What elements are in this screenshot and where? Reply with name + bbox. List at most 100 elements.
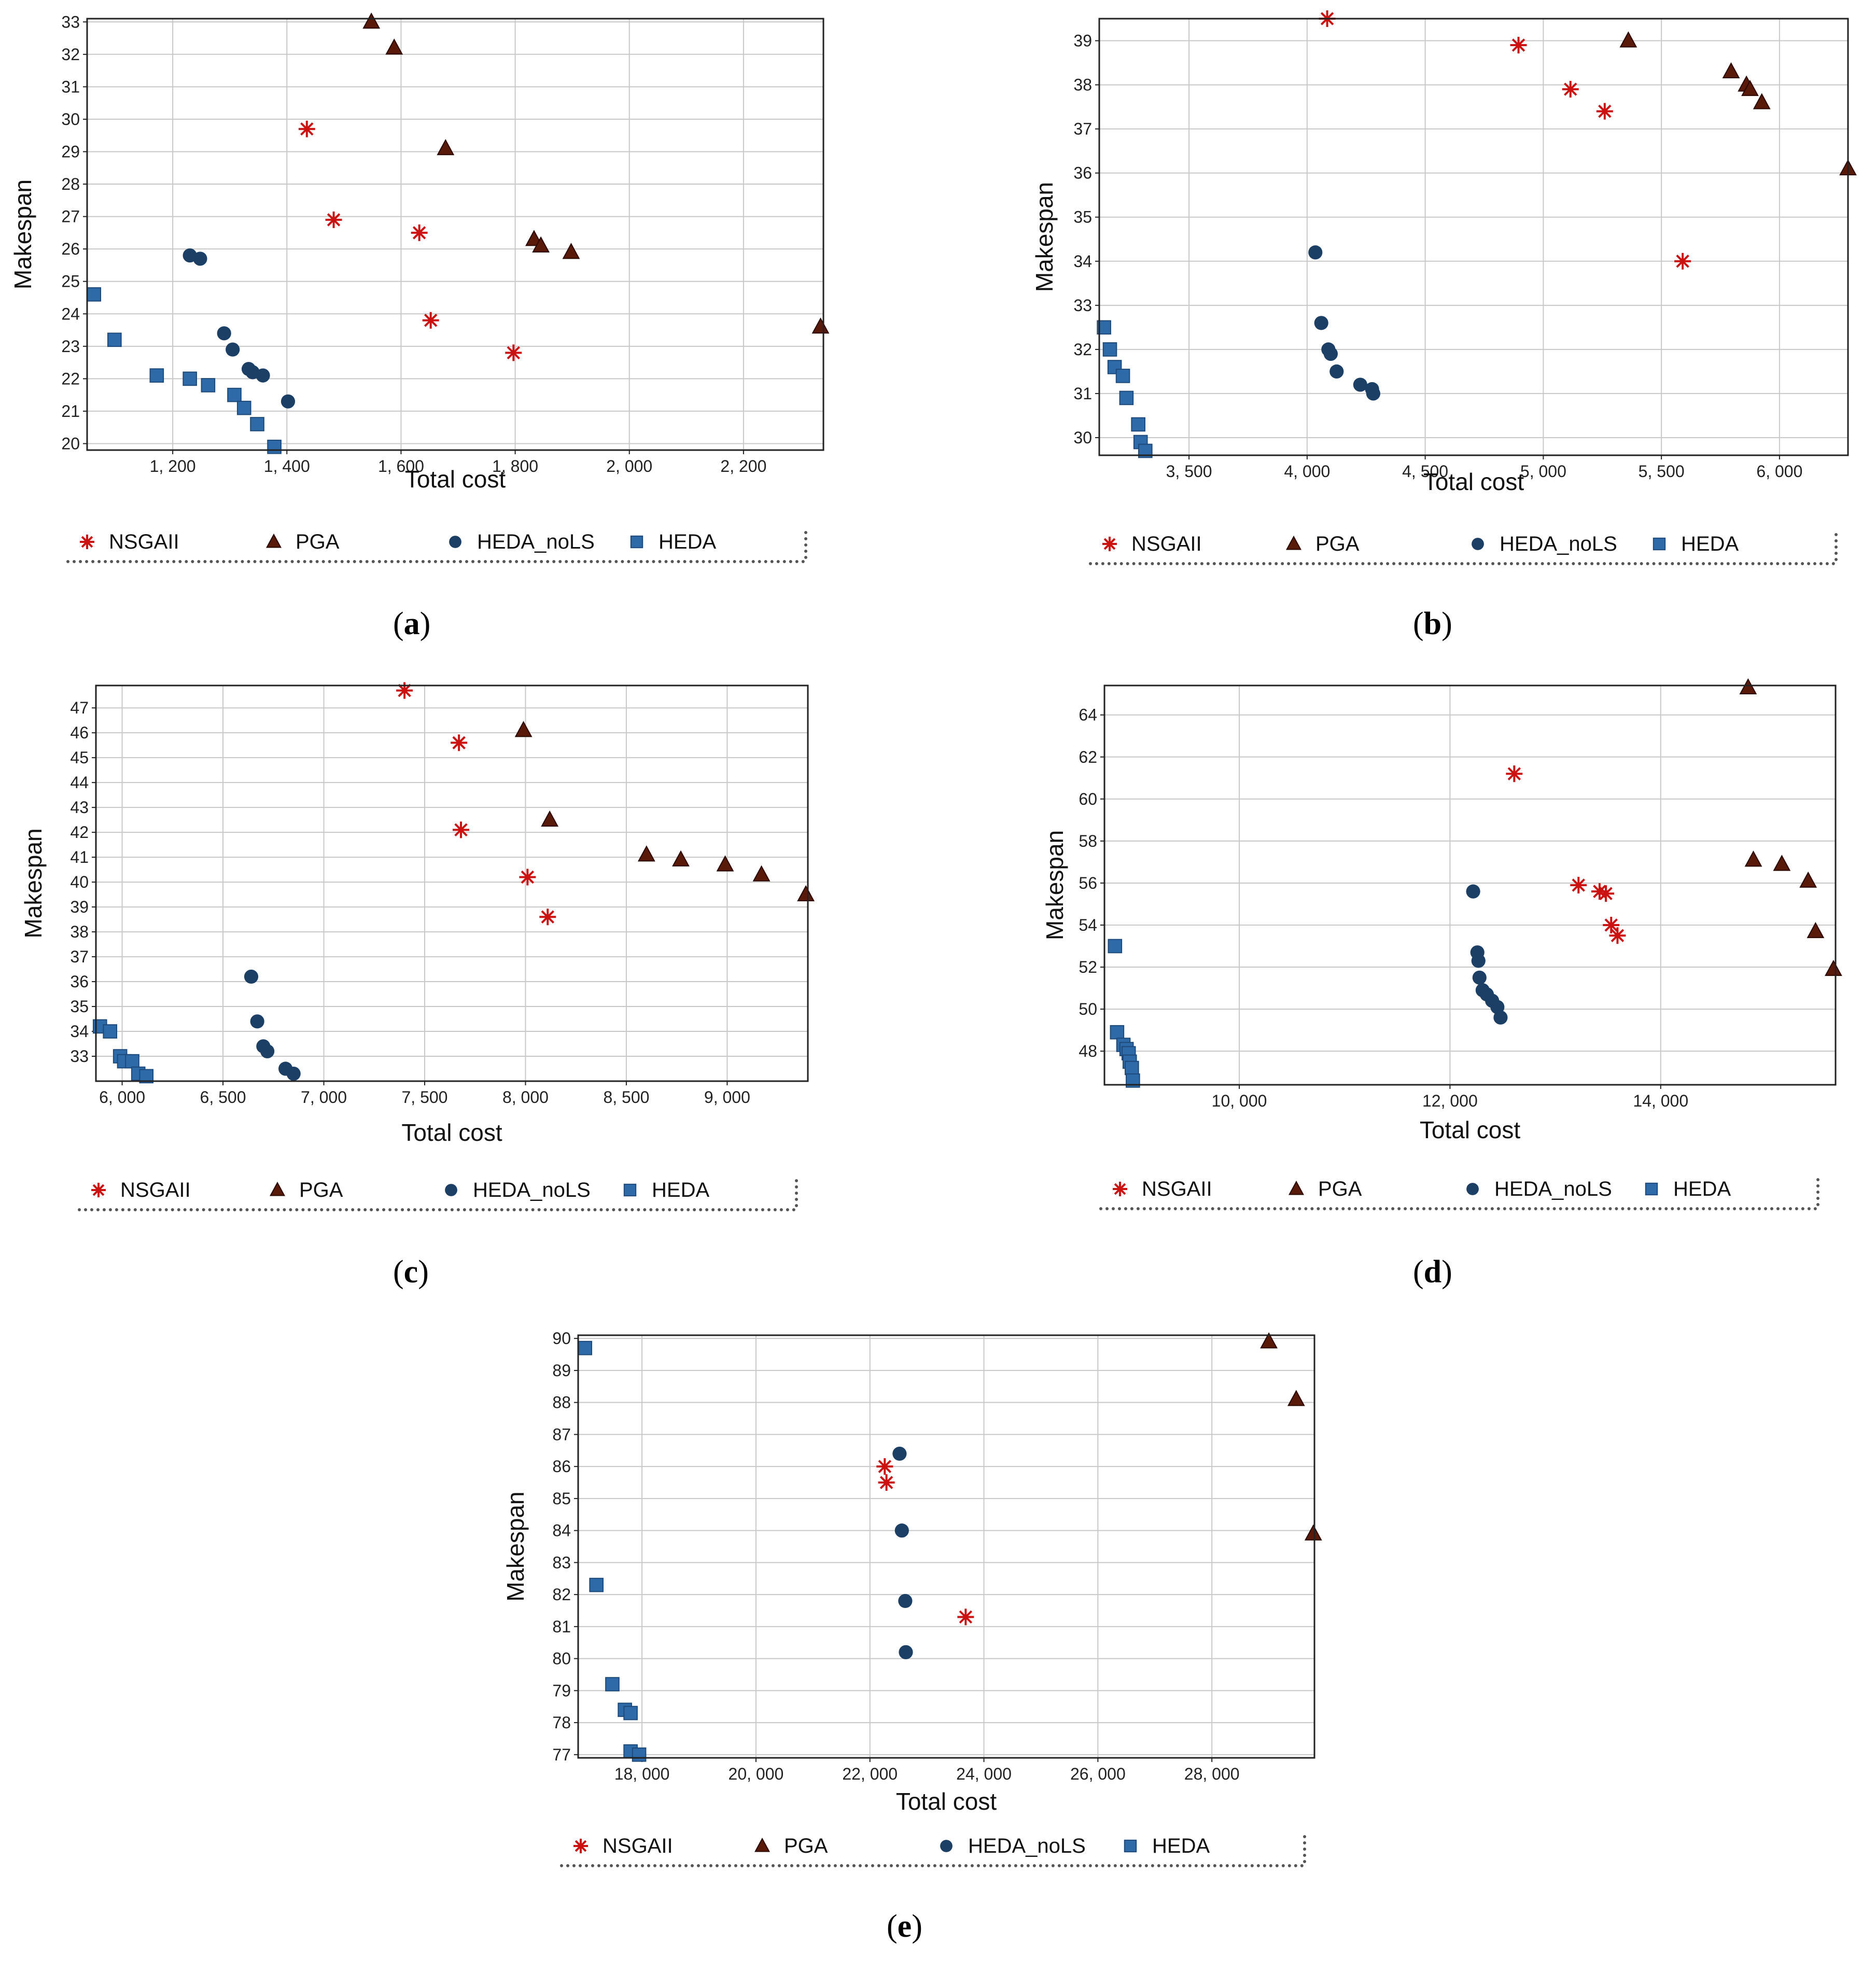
x-tick-label: 10, 000 [1212,1092,1267,1110]
series-heda-nols [244,969,301,1081]
data-point [894,1523,909,1538]
y-tick-label: 35 [1073,208,1092,227]
series-pga [1739,678,1842,976]
legend-marker-shape [1472,538,1484,550]
x-axis-title: Total cost [1420,1116,1521,1143]
y-tick-label: 64 [1079,706,1097,724]
legend-item-pga: PGA [1283,531,1359,557]
y-axis-title: Makespan [20,828,47,938]
x-tick-label: 5, 500 [1639,462,1685,481]
legend-marker-shape [445,1184,457,1196]
caption-close: ) [418,1254,429,1290]
series-heda-nols [1466,884,1508,1025]
legend-border-end [1300,1835,1306,1863]
series-heda-nols [892,1446,913,1659]
data-point [250,1014,264,1029]
data-point [1744,850,1762,867]
data-point [1131,417,1145,432]
y-tick-label: 86 [552,1457,571,1476]
data-point [672,850,690,866]
data-point [227,387,242,402]
legend-marker-shape [270,1181,285,1196]
y-tick-label: 28 [61,175,80,193]
y-tick-label: 41 [70,848,89,866]
y-tick-label: 22 [61,369,80,388]
legend-label-heda: HEDA [659,530,717,553]
y-tick-label: 29 [61,142,80,161]
legend-label-heda-nols: HEDA_noLS [1494,1177,1612,1200]
y-axis-title: Makespan [1031,182,1058,292]
data-point [125,1054,139,1069]
caption-close: ) [419,606,431,641]
legend-b: NSGAII PGA HEDA_noLS HEDA [1089,531,1838,565]
triangle-icon [266,533,282,548]
data-point [226,342,240,357]
x-tick-label: 22, 000 [842,1765,898,1783]
y-tick-label: 60 [1079,790,1097,808]
y-tick-label: 88 [552,1393,571,1412]
y-tick-label: 37 [70,947,89,966]
data-point [1619,31,1637,48]
data-point [519,869,536,886]
data-point [362,12,381,29]
series-heda [87,287,282,454]
data-point [1506,765,1523,782]
legend-label-nsgaii: NSGAII [1131,532,1202,555]
y-axis-title: Makespan [9,179,36,289]
data-point [1366,386,1381,401]
data-point [539,908,556,926]
y-tick-label: 21 [61,402,80,421]
y-tick-label: 45 [70,748,89,767]
data-point [578,1340,592,1355]
legend-label-heda: HEDA [1681,532,1739,555]
triangle-icon [1289,1180,1304,1195]
asterisk-icon [91,1183,106,1197]
data-point [811,317,830,334]
y-tick-label: 44 [70,773,89,792]
circle-icon [445,1184,457,1196]
y-tick-label: 50 [1079,1000,1097,1018]
data-point [244,969,259,984]
series-heda [1108,939,1140,1088]
asterisk-icon [1113,1182,1127,1196]
data-point [1308,245,1323,260]
y-tick-label: 87 [552,1425,571,1444]
caption-open: ( [1413,1254,1424,1290]
legend-marker-shape [1286,535,1301,550]
x-axis-title: Total cost [401,1119,502,1146]
data-point [422,312,439,329]
x-tick-label: 2, 200 [720,457,766,475]
legend-border-end [792,1179,798,1207]
y-tick-label: 31 [61,77,80,96]
y-tick-label: 38 [70,922,89,941]
data-point [1773,855,1791,871]
plot-frame [577,1334,1315,1759]
square-icon [623,1183,637,1197]
y-tick-label: 46 [70,723,89,742]
plot-area [1099,19,1848,455]
y-tick-label: 48 [1079,1042,1097,1060]
chart-svg-d: 10, 000 12, 000 14, 000 48 50 52 54 56 58 60 62 64 T… [1041,678,1842,1143]
circle-icon [1472,538,1484,550]
data-point [437,139,455,156]
data-point [1807,922,1825,939]
legend-marker-shape [1102,537,1117,551]
legend-item-heda: HEDA [1641,1176,1731,1202]
legend-marker-shape [623,1183,637,1197]
asterisk-icon [80,535,94,549]
y-tick-label: 78 [552,1713,571,1732]
y-tick-label: 33 [1073,296,1092,315]
data-point [1510,37,1527,54]
data-point [267,439,282,454]
data-point [1562,81,1579,98]
plot-area [96,686,808,1081]
legend-marker-shape [754,1837,770,1852]
x-tick-label: 1, 600 [378,457,424,475]
legend-label-pga: PGA [1318,1177,1362,1200]
data-point [1741,79,1759,96]
x-tick-label: 8, 500 [603,1088,649,1107]
legend-label-pga: PGA [1315,532,1360,555]
y-tick-label: 82 [552,1585,571,1604]
legend-item-pga: PGA [263,529,339,555]
data-point [797,885,815,902]
